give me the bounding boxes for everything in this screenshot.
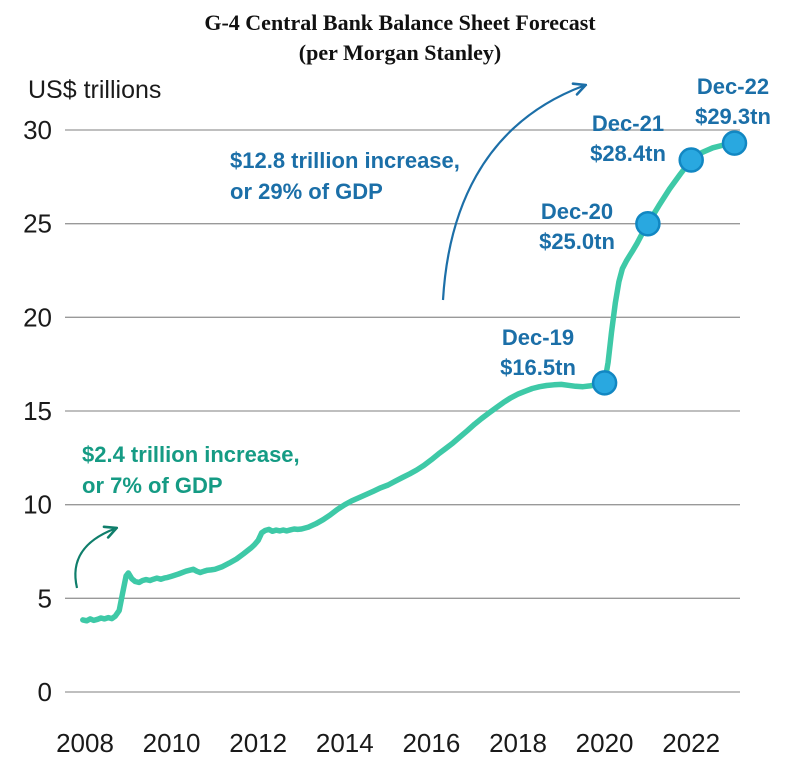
forecast-point-marker [678,147,704,173]
y-tick-label: 25 [23,209,52,239]
marker-label: Dec-20 $25.0tn [539,199,615,254]
y-tick-label: 20 [23,302,52,332]
x-tick-label: 2010 [143,728,201,758]
chart-title: G-4 Central Bank Balance Sheet Forecast … [0,8,800,67]
annotation-label: $12.8 trillion increase, or 29% of GDP [230,148,460,204]
x-tick-label: 2016 [402,728,460,758]
x-tick-label: 2012 [229,728,287,758]
forecast-point-marker [591,370,618,396]
blue-curved-arrow [441,86,583,301]
forecast-point-marker [635,210,661,237]
x-tick-label: 2008 [56,728,114,758]
y-tick-label: 0 [38,677,52,707]
annotation-label: $2.4 trillion increase, or 7% of GDP [82,442,300,498]
y-tick-label: 30 [23,115,52,145]
x-tick-label: 2022 [662,728,720,758]
chart-title-line1: G-4 Central Bank Balance Sheet Forecast [204,10,596,35]
x-tick-label: 2018 [489,728,547,758]
marker-label: Dec-19 $16.5tn [500,325,576,380]
chart-title-line2: (per Morgan Stanley) [298,39,502,65]
teal-curved-arrow [74,529,114,589]
forecast-point-marker [721,130,748,156]
y-tick-label: 10 [23,490,52,520]
x-tick-label: 2014 [316,728,374,758]
marker-label: Dec-22 $29.3tn [695,74,771,129]
x-tick-label: 2020 [576,728,634,758]
y-tick-label: 15 [23,396,52,426]
marker-label: Dec-21 $28.4tn [590,111,666,166]
balance-sheet-line [80,140,738,624]
y-axis-units-label: US$ trillions [28,76,162,104]
y-tick-label: 5 [38,583,52,613]
